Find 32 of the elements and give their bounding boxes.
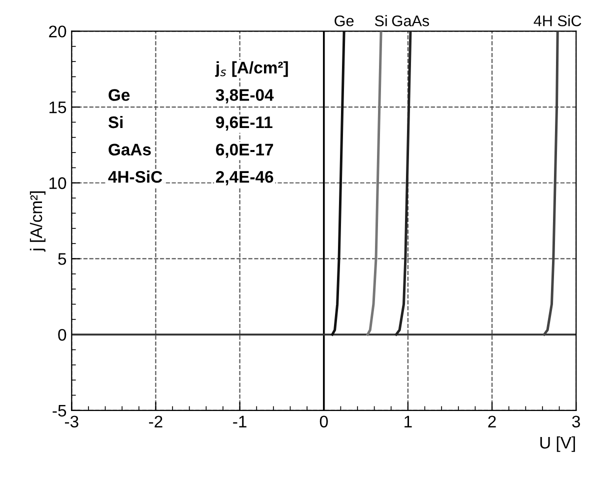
x-tick-label: 1: [404, 416, 412, 428]
x-tick-label: 2: [488, 416, 496, 428]
x-tick-label: -3: [64, 416, 78, 428]
y-tick-label: 20: [49, 26, 66, 38]
annotation: 9,6E-11: [216, 116, 272, 131]
annotation: Ge: [108, 89, 130, 101]
line-series: [366, 31, 382, 336]
x-axis-title: U [V]: [540, 436, 575, 452]
line-series: [542, 31, 559, 336]
y-tick-label: 5: [58, 253, 66, 265]
y-tick-label: -5: [52, 404, 66, 417]
y-tick-label: 0: [58, 328, 66, 341]
y-tick-label: 15: [50, 102, 66, 114]
line-series: [394, 31, 412, 336]
y-tick-label: 10: [50, 177, 66, 190]
annotation: Si: [108, 116, 123, 128]
series-label: 4H SiC: [534, 15, 582, 26]
x-tick-label: 3: [572, 416, 580, 428]
x-tick-label: 0: [320, 416, 328, 428]
annotation: 4H-SiC: [108, 170, 162, 183]
series-label: Ge: [334, 15, 354, 26]
line-series: [331, 31, 346, 336]
annotation: 3,8E-04: [216, 89, 274, 104]
annotation: 2,4E-46: [216, 171, 274, 186]
y-axis-title: j [A/cm²]: [30, 191, 46, 252]
annotation: j$_{s}$ [A/cm²]: [215, 61, 288, 77]
x-tick-label: -1: [233, 416, 246, 428]
annotation: 6,0E-17: [216, 144, 274, 158]
series-label: GaAs: [392, 15, 430, 26]
x-tick-label: -2: [149, 416, 162, 428]
series-label: Si: [374, 15, 387, 26]
annotation: GaAs: [108, 144, 151, 156]
